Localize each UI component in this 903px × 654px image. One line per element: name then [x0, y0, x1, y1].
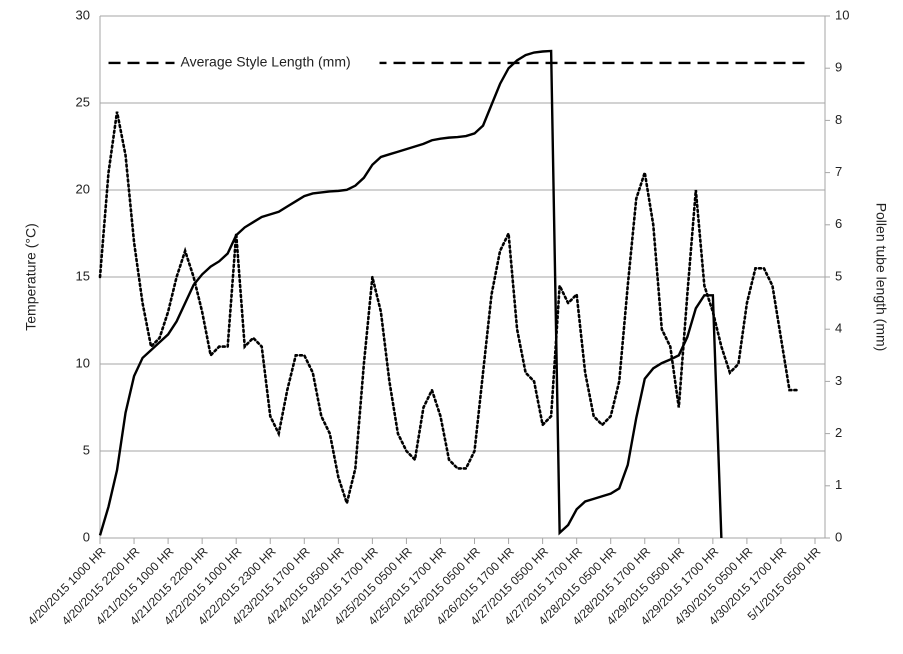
y2-tick-label: 2	[835, 425, 842, 440]
y-tick-label: 25	[76, 94, 90, 109]
y2-tick-label: 5	[835, 268, 842, 283]
legend-label: Average Style Length (mm)	[181, 54, 351, 70]
y-tick-label: 15	[76, 268, 90, 283]
y2-tick-label: 3	[835, 373, 842, 388]
y-axis-title: Temperature (°C)	[23, 223, 39, 331]
y-tick-label: 10	[76, 355, 90, 370]
y2-tick-label: 6	[835, 216, 842, 231]
series-line	[98, 111, 800, 508]
y2-axis-title: Pollen tube length (mm)	[873, 203, 889, 352]
legend-entry: Average Style Length (mm)	[174, 52, 380, 73]
y2-tick-label: 7	[835, 164, 842, 179]
series-line	[98, 49, 723, 539]
y-tick-label: 30	[76, 7, 90, 22]
y2-tick-label: 10	[835, 7, 849, 22]
y2-tick-label: 8	[835, 112, 842, 127]
legend-background	[174, 52, 380, 73]
y-tick-label: 20	[76, 181, 90, 196]
y2-tick-label: 4	[835, 321, 842, 336]
y-tick-label: 0	[83, 529, 90, 544]
y2-tick-label: 0	[835, 529, 842, 544]
y2-tick-label: 9	[835, 60, 842, 75]
y-tick-label: 5	[83, 442, 90, 457]
y2-tick-label: 1	[835, 477, 842, 492]
